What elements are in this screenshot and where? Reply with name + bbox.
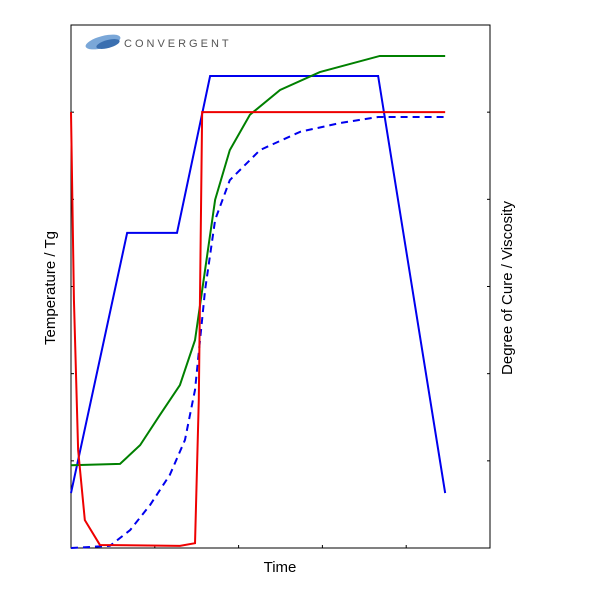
x-axis-label: Time: [264, 559, 297, 576]
series-line: [70, 74, 447, 494]
y2-axis-label: Degree of Cure / Viscosity: [499, 201, 516, 375]
series-line: [70, 115, 446, 549]
series-line: [70, 54, 446, 467]
y-axis-label: Temperature / Tg: [42, 231, 59, 345]
logo-text: CONVERGENT: [124, 38, 232, 50]
logo: CONVERGENT: [85, 34, 232, 50]
logo-swoosh: [96, 39, 120, 49]
series-line: [70, 111, 446, 547]
plot-frame: [70, 24, 491, 549]
